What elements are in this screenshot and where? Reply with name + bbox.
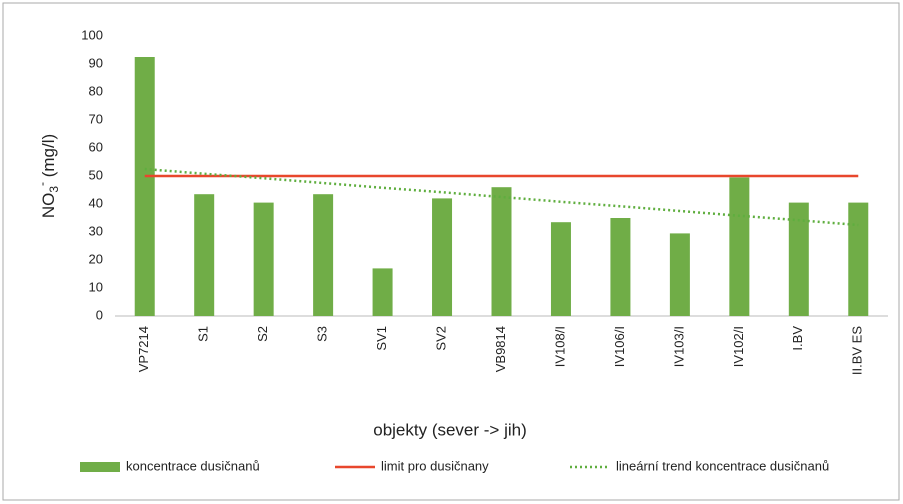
x-tick-label: I.BV [790,326,805,351]
y-tick-label: 0 [96,307,103,322]
legend-label: koncentrace dusičnanů [126,458,260,473]
x-tick-label: S1 [196,326,211,342]
bar [194,194,215,316]
y-tick-label: 10 [89,279,103,294]
x-tick-label: IV106/I [612,326,627,367]
bar [432,198,453,316]
y-title-unit: (mg/l) [39,134,58,182]
x-tick-label: SV1 [374,326,389,351]
x-tick-label: IV103/I [671,326,686,367]
y-tick-label: 50 [89,167,103,182]
y-title-sup: - [35,182,49,186]
x-tick-label: S2 [255,326,270,342]
x-tick-label: S3 [315,326,330,342]
bar [610,218,631,316]
y-tick-label: 70 [89,111,103,126]
bar [491,187,512,316]
legend-label: lineární trend koncentrace dusičnanů [616,458,829,473]
y-title-sub: 3 [47,186,61,193]
x-tick-label: VP7214 [136,326,151,372]
x-tick-label: II.BV ES [850,326,865,375]
bar [372,268,393,316]
y-tick-label: 60 [89,139,103,154]
bar [788,202,809,316]
y-tick-label: 20 [89,251,103,266]
bar [134,57,155,316]
y-tick-label: 90 [89,55,103,70]
bar [729,177,750,316]
y-tick-label: 40 [89,195,103,210]
legend-swatch [80,462,120,472]
x-tick-label: IV108/I [552,326,567,367]
x-tick-label: VB9814 [493,326,508,372]
y-axis-title: NO3- (mg/l) [35,134,61,218]
series-line [144,167,859,227]
y-tick-label: 100 [81,27,103,42]
y-title-base: NO [39,193,58,219]
legend-label: limit pro dusičnany [381,458,489,473]
bar [669,233,690,316]
y-tick-label: 80 [89,83,103,98]
y-tick-label: 30 [89,223,103,238]
bar [550,222,571,316]
bar [253,202,274,316]
x-axis-title: objekty (sever -> jih) [373,420,527,439]
x-tick-label: SV2 [433,326,448,351]
x-tick-label: IV102/I [731,326,746,367]
bar [848,202,869,316]
bar [313,194,334,316]
